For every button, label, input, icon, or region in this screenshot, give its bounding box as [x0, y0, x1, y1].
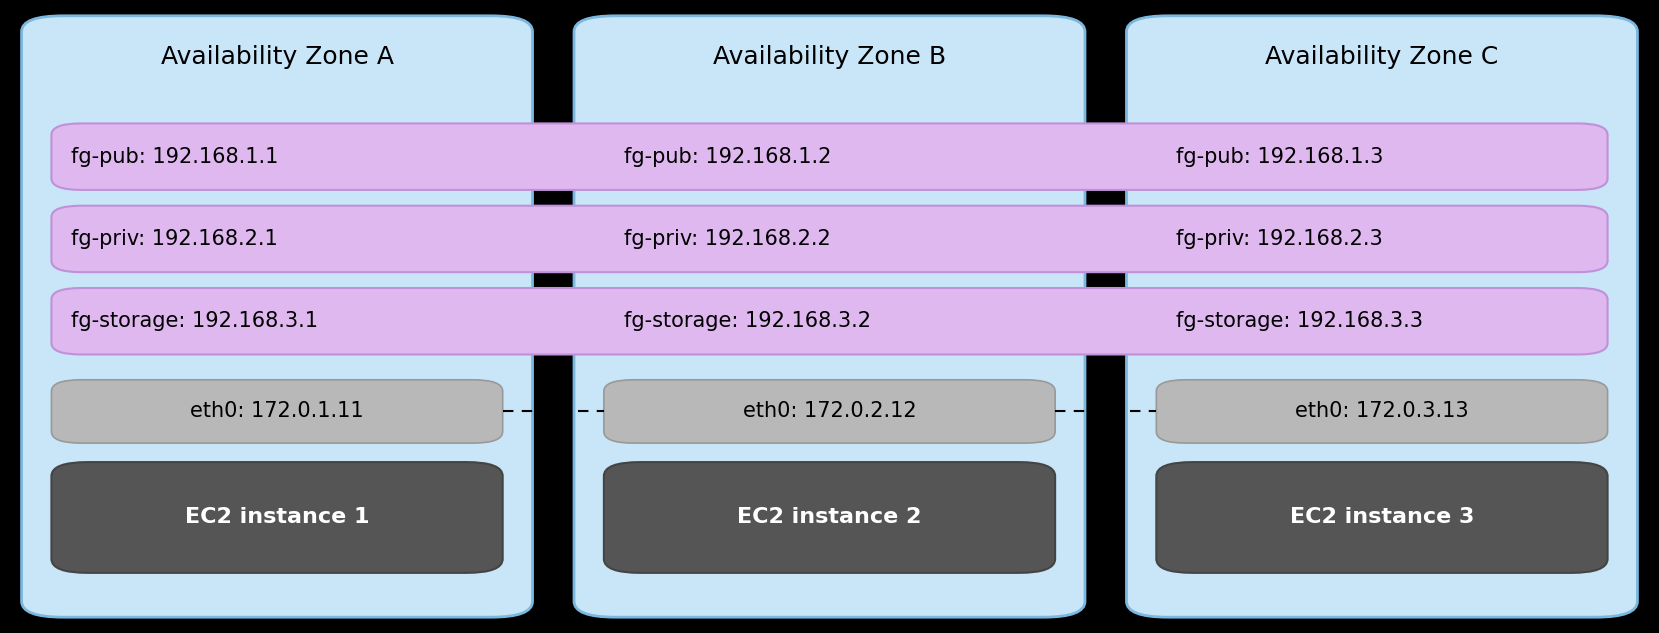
FancyBboxPatch shape [1156, 462, 1608, 573]
FancyBboxPatch shape [51, 380, 503, 443]
Text: fg-priv: 192.168.2.3: fg-priv: 192.168.2.3 [1176, 229, 1384, 249]
FancyBboxPatch shape [604, 380, 1055, 443]
Text: eth0: 172.0.1.11: eth0: 172.0.1.11 [191, 401, 363, 422]
Text: fg-priv: 192.168.2.2: fg-priv: 192.168.2.2 [624, 229, 831, 249]
FancyBboxPatch shape [51, 462, 503, 573]
FancyBboxPatch shape [51, 206, 1608, 272]
Text: fg-priv: 192.168.2.1: fg-priv: 192.168.2.1 [71, 229, 279, 249]
Text: Availability Zone B: Availability Zone B [713, 45, 946, 69]
Text: fg-pub: 192.168.1.3: fg-pub: 192.168.1.3 [1176, 147, 1384, 166]
Text: EC2 instance 2: EC2 instance 2 [737, 508, 922, 527]
Text: eth0: 172.0.2.12: eth0: 172.0.2.12 [743, 401, 916, 422]
Text: EC2 instance 3: EC2 instance 3 [1289, 508, 1475, 527]
Text: fg-pub: 192.168.1.2: fg-pub: 192.168.1.2 [624, 147, 831, 166]
FancyBboxPatch shape [1126, 16, 1637, 617]
Text: EC2 instance 1: EC2 instance 1 [184, 508, 370, 527]
Text: fg-storage: 192.168.3.1: fg-storage: 192.168.3.1 [71, 311, 319, 331]
Text: fg-pub: 192.168.1.1: fg-pub: 192.168.1.1 [71, 147, 279, 166]
FancyBboxPatch shape [22, 16, 533, 617]
FancyBboxPatch shape [574, 16, 1085, 617]
FancyBboxPatch shape [51, 288, 1608, 354]
FancyBboxPatch shape [51, 123, 1608, 190]
FancyBboxPatch shape [604, 462, 1055, 573]
Text: Availability Zone C: Availability Zone C [1266, 45, 1498, 69]
Text: Availability Zone A: Availability Zone A [161, 45, 393, 69]
Text: fg-storage: 192.168.3.3: fg-storage: 192.168.3.3 [1176, 311, 1423, 331]
Text: fg-storage: 192.168.3.2: fg-storage: 192.168.3.2 [624, 311, 871, 331]
FancyBboxPatch shape [1156, 380, 1608, 443]
Text: eth0: 172.0.3.13: eth0: 172.0.3.13 [1296, 401, 1468, 422]
